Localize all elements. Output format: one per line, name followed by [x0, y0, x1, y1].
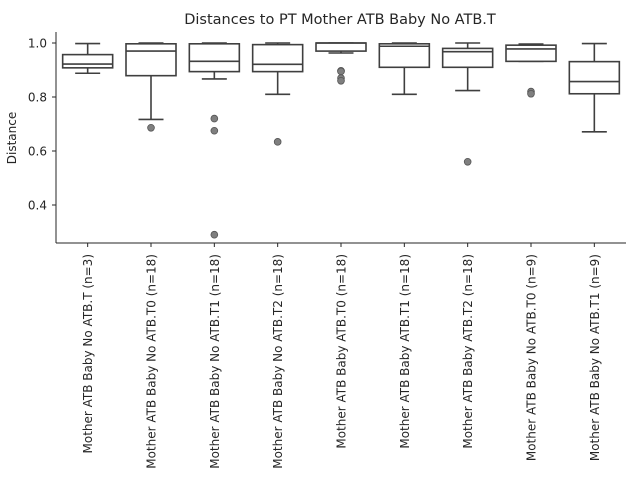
outlier-point	[337, 77, 345, 85]
x-tick-label: Mother ATB Baby No ATB.T2 (n=18)	[271, 254, 285, 469]
box-group	[378, 42, 431, 96]
box-iqr	[568, 60, 621, 95]
box-group	[61, 42, 114, 75]
chart-title: Distances to PT Mother ATB Baby No ATB.T	[184, 12, 496, 28]
box-group	[251, 42, 304, 146]
box-group	[505, 43, 557, 98]
box-group	[315, 42, 367, 85]
box-iqr	[61, 53, 114, 69]
outlier-point	[337, 67, 345, 76]
y-tick-label: 0.8	[28, 91, 47, 105]
outlier-point	[147, 123, 155, 132]
box-group	[125, 42, 177, 132]
outlier-point	[210, 126, 219, 135]
x-tick-label: Mother ATB Baby ATB.T2 (n=18)	[461, 254, 475, 449]
box-group	[568, 42, 621, 133]
box-iqr	[188, 43, 241, 73]
boxplot-boxes	[61, 42, 621, 239]
x-tick-label: Mother ATB Baby ATB.T0 (n=18)	[335, 254, 349, 449]
x-tick-label: Mother ATB Baby No ATB.T0 (n=18)	[145, 254, 159, 469]
outlier-point	[527, 89, 535, 98]
outlier-point	[210, 114, 219, 123]
box-iqr	[378, 43, 431, 69]
outlier-point	[273, 138, 282, 146]
box-group	[441, 42, 494, 166]
x-tick-label: Mother ATB Baby No ATB.T0 (n=9)	[525, 254, 539, 461]
box-iqr	[251, 43, 304, 73]
x-axis-ticks: Mother ATB Baby No ATB.T (n=3) Mother ATB…	[81, 243, 602, 469]
box-iqr	[125, 43, 177, 77]
y-axis-label: Distance	[5, 112, 19, 164]
y-tick-label: 1.0	[28, 37, 47, 51]
box-iqr	[315, 42, 367, 52]
x-tick-label: Mother ATB Baby No ATB.T (n=3)	[81, 254, 95, 454]
y-axis-ticks: 0.4 0.6 0.8 1.0	[28, 37, 56, 213]
box-iqr	[441, 47, 494, 69]
box-iqr	[505, 44, 557, 63]
box-group	[188, 42, 241, 239]
x-tick-label: Mother ATB Baby No ATB.T1 (n=9)	[588, 254, 602, 461]
outlier-point	[210, 230, 219, 239]
outlier-point	[463, 158, 472, 166]
x-tick-label: Mother ATB Baby ATB.T1 (n=18)	[398, 254, 412, 449]
y-tick-label: 0.4	[28, 199, 47, 213]
y-tick-label: 0.6	[28, 145, 47, 159]
x-tick-label: Mother ATB Baby No ATB.T1 (n=18)	[208, 254, 222, 469]
